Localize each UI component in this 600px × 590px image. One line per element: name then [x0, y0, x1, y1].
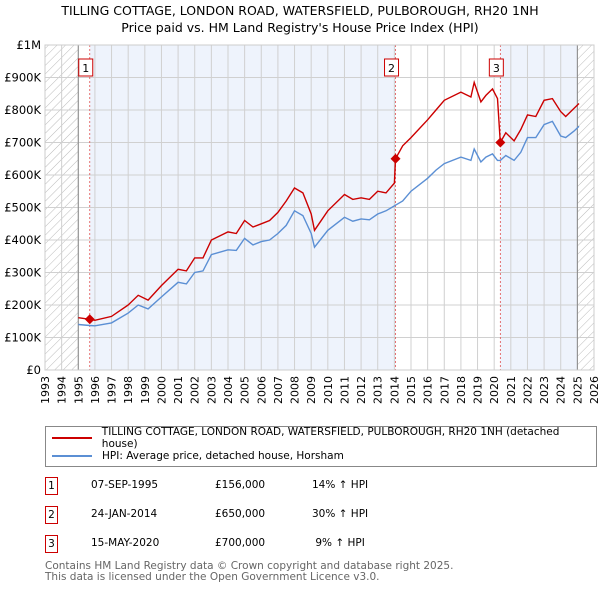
transaction-number-badge: 2: [45, 506, 58, 524]
transaction-price: £156,000: [215, 479, 266, 491]
y-tick-label: £0: [26, 363, 41, 377]
x-tick-label: 1996: [89, 376, 102, 404]
x-tick-label: 1997: [106, 376, 119, 404]
x-tick-label: 2012: [355, 376, 368, 404]
x-tick-label: 2002: [189, 376, 202, 404]
x-tick-label: 2004: [222, 376, 235, 404]
x-tick-label: 2018: [455, 376, 468, 404]
x-tick-label: 2024: [555, 376, 568, 404]
property-price-line: [78, 79, 580, 322]
transaction-date: 07-SEP-1995: [91, 479, 159, 491]
transaction-hpi-diff: 30% ↑ HPI: [312, 508, 369, 520]
y-tick-label: £200K: [4, 298, 41, 312]
sale-label-box: [78, 58, 94, 77]
x-tick-label: 1994: [56, 376, 69, 404]
transaction-row: 3 15-MAY-2020 £700,000 9% ↑ HPI: [45, 535, 445, 553]
hpi-line: [78, 120, 580, 327]
transaction-hpi-diff: 14% ↑ HPI: [312, 479, 369, 491]
x-tick-label: 2025: [571, 376, 584, 404]
x-tick-label: 2017: [438, 376, 451, 404]
sale-label: 3: [493, 62, 500, 75]
transaction-hpi-diff: 9% ↑ HPI: [312, 537, 365, 549]
x-tick-label: 2013: [372, 376, 385, 404]
y-tick-label: £900K: [4, 71, 41, 85]
y-tick-label: £600K: [4, 168, 41, 182]
sale-point: [495, 137, 506, 148]
x-tick-label: 1998: [122, 376, 135, 404]
transaction-date: 15-MAY-2020: [91, 537, 160, 549]
x-tick-label: 2009: [305, 376, 318, 404]
transaction-price: £650,000: [215, 508, 266, 520]
legend-label-property: TILLING COTTAGE, LONDON ROAD, WATERSFIEL…: [101, 426, 560, 450]
transaction-row: 1 07-SEP-1995 £156,000 14% ↑ HPI: [45, 477, 445, 495]
sale-label: 2: [388, 62, 395, 75]
x-tick-label: 2016: [422, 376, 435, 404]
x-tick-label: 2005: [239, 376, 252, 404]
chart-subtitle: Price paid vs. HM Land Registry's House …: [121, 20, 479, 35]
y-tick-label: £1M: [16, 38, 41, 52]
legend-item-property: TILLING COTTAGE, LONDON ROAD, WATERSFIEL…: [52, 426, 596, 450]
y-tick-label: £500K: [4, 201, 41, 215]
x-tick-label: 1993: [39, 376, 52, 404]
price-chart: 1993 1994 1995 1996 1997 1998 1999 2000 2001 2002…: [4, 38, 600, 404]
x-tick-label: 2003: [205, 376, 218, 404]
legend-label-hpi: HPI: Average price, detached house, Hors…: [102, 450, 344, 462]
plot-border: [44, 44, 595, 371]
x-tick-label: 2023: [538, 376, 551, 404]
sale-label-box: [384, 58, 400, 77]
x-tick-label: 2021: [505, 376, 518, 404]
sale-point: [84, 314, 95, 325]
sale-label: 1: [82, 62, 89, 75]
footer-licence: This data is licensed under the Open Gov…: [45, 571, 380, 583]
x-tick-label: 2019: [472, 376, 485, 404]
y-tick-label: £400K: [4, 233, 41, 247]
transaction-number-badge: 1: [45, 477, 58, 495]
legend: TILLING COTTAGE, LONDON ROAD, WATERSFIEL…: [45, 426, 597, 467]
x-tick-label: 2026: [588, 376, 600, 404]
transaction-date: 24-JAN-2014: [91, 508, 158, 520]
legend-item-hpi: HPI: Average price, detached house, Hors…: [52, 448, 344, 464]
transaction-row: 2 24-JAN-2014 £650,000 30% ↑ HPI: [45, 506, 445, 524]
y-tick-label: £700K: [4, 136, 41, 150]
transaction-price: £700,000: [215, 537, 266, 549]
y-tick-label: £100K: [4, 331, 41, 345]
x-tick-label: 2010: [322, 376, 335, 404]
x-tick-label: 2007: [272, 376, 285, 404]
footer-copyright: Contains HM Land Registry data © Crown c…: [45, 560, 454, 572]
legend-swatch-red: [52, 437, 92, 439]
x-tick-label: 2014: [388, 376, 401, 404]
x-tick-label: 2020: [488, 376, 501, 404]
transaction-number-badge: 3: [45, 535, 58, 553]
x-tick-label: 2011: [338, 376, 351, 404]
legend-swatch-blue: [52, 455, 92, 457]
x-tick-label: 2001: [172, 376, 185, 404]
x-tick-label: 1999: [139, 376, 152, 404]
x-tick-label: 2008: [289, 376, 302, 404]
chart-title: TILLING COTTAGE, LONDON ROAD, WATERSFIEL…: [61, 3, 539, 18]
y-tick-label: £300K: [4, 266, 41, 280]
x-tick-label: 2000: [155, 376, 168, 404]
sale-point: [390, 153, 401, 164]
x-tick-label: 2015: [405, 376, 418, 404]
x-tick-label: 2006: [255, 376, 268, 404]
y-tick-label: £800K: [4, 103, 41, 117]
sale-label-box: [488, 58, 504, 77]
x-tick-label: 1995: [72, 376, 85, 404]
x-tick-label: 2022: [521, 376, 534, 404]
